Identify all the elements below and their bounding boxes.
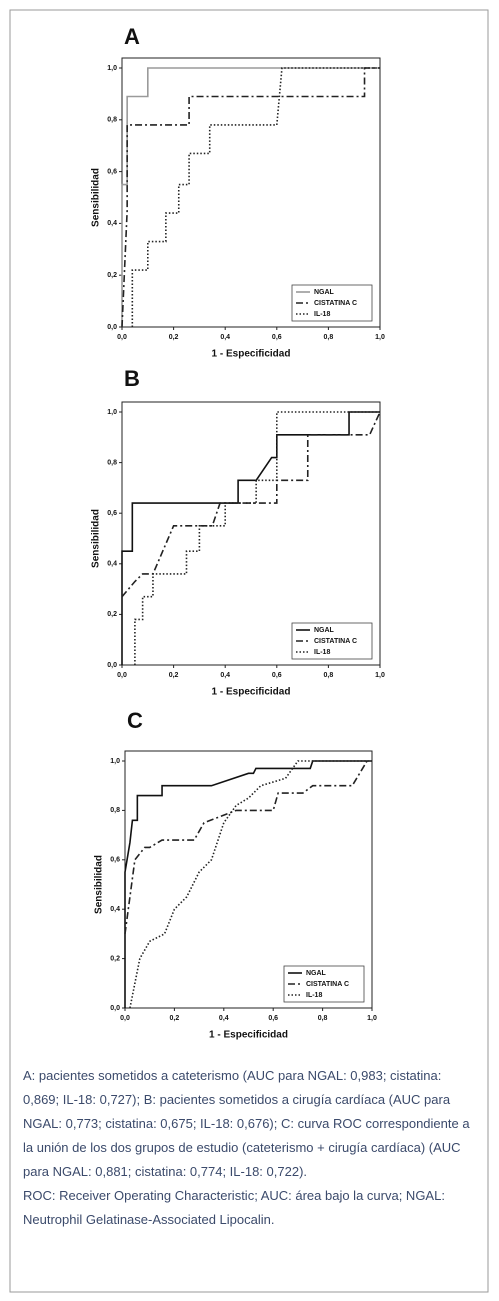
y-tick-label: 0,8 <box>107 117 117 124</box>
x-tick-label: 0,6 <box>272 672 282 679</box>
y-tick-label: 0,0 <box>107 324 117 331</box>
x-axis-label: 1 - Especificidad <box>209 1030 288 1041</box>
y-tick-label: 0,2 <box>107 611 117 618</box>
legend-label: CISTATINA C <box>314 638 357 645</box>
caption-paragraph: ROC: Receiver Operating Characteristic; … <box>23 1188 445 1227</box>
panel-label: C <box>127 708 143 733</box>
y-axis-label: Sensibilidad <box>94 855 105 914</box>
x-axis-label: 1 - Especificidad <box>212 349 291 360</box>
panel-label: A <box>124 24 140 49</box>
x-tick-label: 0,0 <box>120 1015 130 1022</box>
x-tick-label: 0,2 <box>169 334 179 341</box>
y-tick-label: 0,4 <box>107 220 117 227</box>
figure-frame <box>9 9 489 1293</box>
legend-label: NGAL <box>314 289 335 296</box>
x-tick-label: 0,2 <box>169 672 179 679</box>
roc-line <box>129 760 372 1009</box>
legend-label: CISTATINA C <box>314 300 357 307</box>
plot-frame <box>121 401 381 666</box>
legend <box>283 965 365 1003</box>
y-axis-label: Sensibilidad <box>91 509 102 568</box>
x-tick-label: 1,0 <box>375 672 385 679</box>
x-tick-label: 0,4 <box>220 334 230 341</box>
roc-line <box>121 67 380 327</box>
y-tick-label: 1,0 <box>110 758 120 765</box>
x-tick-label: 0,4 <box>220 672 230 679</box>
x-tick-label: 1,0 <box>375 334 385 341</box>
x-tick-label: 0,0 <box>117 334 127 341</box>
y-tick-label: 0,6 <box>107 168 117 175</box>
caption-paragraph: A: pacientes sometidos a cateterismo (AU… <box>23 1068 470 1179</box>
x-tick-label: 0,8 <box>318 1015 328 1022</box>
panel-label: B <box>124 366 140 391</box>
legend-label: IL-18 <box>314 311 330 318</box>
x-tick-label: 0,8 <box>324 334 334 341</box>
roc-line <box>121 67 380 328</box>
x-tick-label: 0,6 <box>272 334 282 341</box>
y-tick-label: 0,6 <box>110 857 120 864</box>
y-tick-label: 0,6 <box>107 510 117 517</box>
legend <box>291 622 373 660</box>
legend-label: NGAL <box>314 627 335 634</box>
y-tick-label: 0,4 <box>107 561 117 568</box>
x-tick-label: 0,8 <box>324 672 334 679</box>
y-tick-label: 0,8 <box>110 807 120 814</box>
legend-label: NGAL <box>306 970 327 977</box>
x-tick-label: 0,0 <box>117 672 127 679</box>
y-axis-label: Sensibilidad <box>91 168 102 227</box>
y-tick-label: 0,4 <box>110 906 120 913</box>
legend-label: IL-18 <box>306 992 322 999</box>
roc-line <box>134 411 380 665</box>
x-tick-label: 1,0 <box>367 1015 377 1022</box>
legend-label: IL-18 <box>314 649 330 656</box>
y-tick-label: 0,8 <box>107 459 117 466</box>
legend-label: CISTATINA C <box>306 981 349 988</box>
y-tick-label: 1,0 <box>107 409 117 416</box>
x-tick-label: 0,4 <box>219 1015 229 1022</box>
x-tick-label: 0,2 <box>170 1015 180 1022</box>
roc-line <box>131 67 380 327</box>
y-tick-label: 0,2 <box>110 955 120 962</box>
y-tick-label: 0,0 <box>107 662 117 669</box>
legend <box>291 284 373 322</box>
x-axis-label: 1 - Especificidad <box>212 687 291 698</box>
y-tick-label: 0,2 <box>107 272 117 279</box>
caption: A: pacientes sometidos a cateterismo (AU… <box>23 1064 471 1232</box>
x-tick-label: 0,6 <box>268 1015 278 1022</box>
roc-line <box>121 411 381 598</box>
y-tick-label: 1,0 <box>107 65 117 72</box>
y-tick-label: 0,0 <box>110 1005 120 1012</box>
